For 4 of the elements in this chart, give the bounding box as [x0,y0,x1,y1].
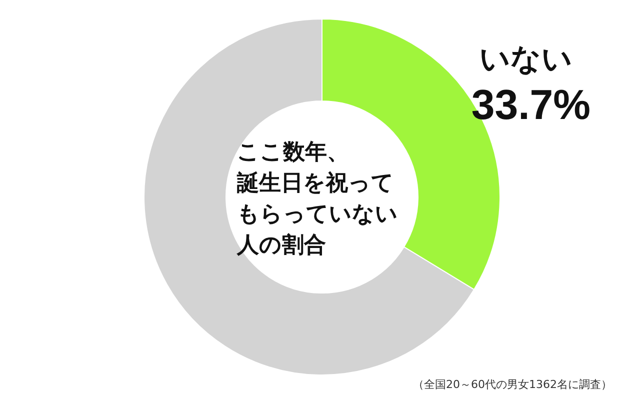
data-label: 33.7% [471,81,591,128]
text: （全国20～60代の男女1362名に調査） [413,378,612,391]
slice-label: いない [479,42,572,78]
text: ここ数年、誕生日を祝ってもらっていない人の割合 [236,140,398,258]
